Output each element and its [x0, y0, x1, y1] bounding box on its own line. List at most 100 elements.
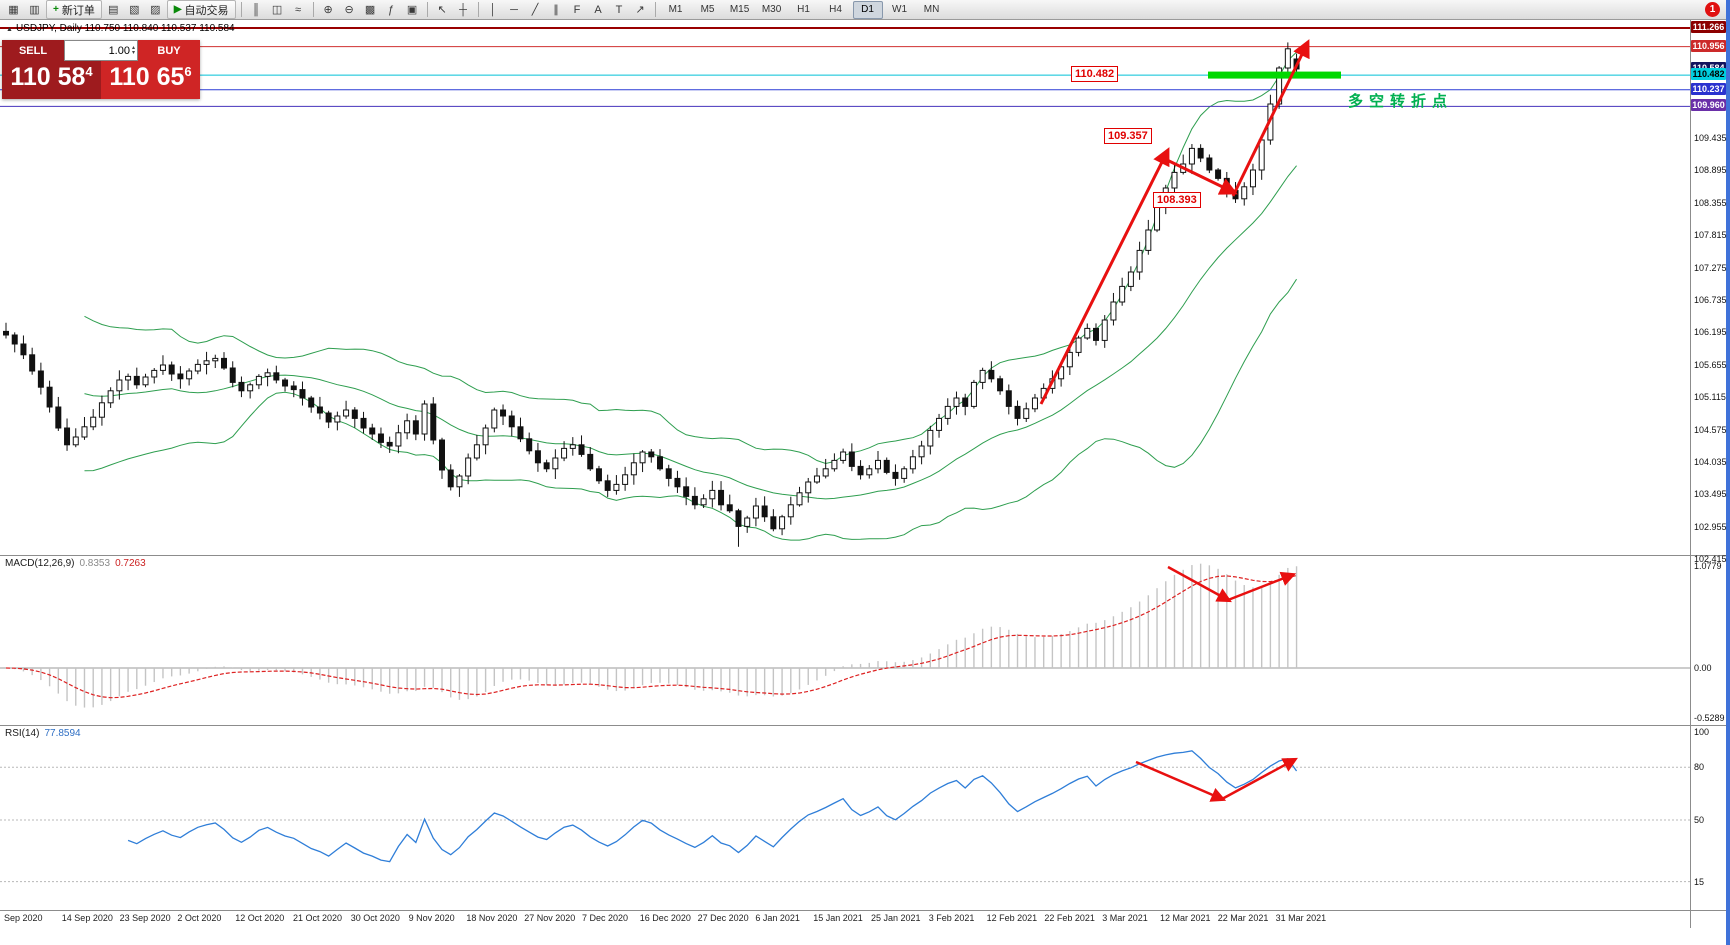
zoom-out-icon[interactable]: ⊖ [344, 4, 354, 16]
crosshair-icon[interactable]: ┼ [459, 3, 467, 16]
channel-icon[interactable]: ∥ [553, 4, 559, 16]
buy-price-button[interactable]: 110 65 6 [101, 61, 200, 99]
macd-arrow[interactable] [1167, 565, 1232, 603]
candlestick [64, 427, 71, 446]
candlestick [1127, 271, 1134, 287]
price-axis-tick: 106.195 [1694, 327, 1727, 338]
buy-button[interactable]: BUY [138, 40, 200, 61]
volume-stepper[interactable]: 1.00 ▴ ▾ [64, 40, 138, 61]
data-window-icon[interactable]: ▧ [129, 4, 140, 16]
candlestick [918, 445, 925, 458]
one-click-trading-panel: SELL 1.00 ▴ ▾ BUY 110 58 4 110 65 6 [2, 40, 200, 99]
macd-panel-canvas[interactable] [0, 556, 1690, 724]
volume-up-icon[interactable]: ▴ [131, 44, 135, 51]
turning-point-label[interactable]: 多空转折点 [1348, 93, 1454, 110]
candlestick [578, 444, 585, 455]
rsi-arrow[interactable] [1135, 760, 1227, 802]
grid-icon[interactable]: ▩ [364, 4, 376, 16]
separator-macd-rsi[interactable] [0, 725, 1726, 726]
candlestick [1241, 186, 1248, 200]
buy-price-value: 110 65 [109, 63, 185, 91]
timeframe-m15[interactable]: M15 [729, 4, 750, 15]
label-icon[interactable]: T [615, 3, 623, 16]
date-label: 30 Oct 2020 [350, 913, 400, 923]
price-chart-canvas[interactable] [0, 20, 1690, 555]
text-icon[interactable]: A [594, 3, 602, 16]
indicators-icon[interactable]: ƒ [387, 3, 395, 16]
trend-arrow[interactable] [1166, 158, 1238, 195]
candlestick [386, 441, 393, 447]
new-chart-icon[interactable]: ▦ [8, 4, 19, 16]
trend-arrow[interactable] [1231, 39, 1310, 197]
candlestick [142, 376, 149, 386]
sell-button[interactable]: SELL [2, 40, 64, 61]
vertical-line-icon[interactable]: │ [489, 3, 497, 16]
sell-price-button[interactable]: 110 58 4 [2, 61, 101, 99]
cursor-icon[interactable]: ↖ [437, 4, 447, 16]
fibonacci-icon[interactable]: F [573, 3, 581, 16]
timeframe-h4[interactable]: H4 [829, 4, 842, 15]
candlestick [168, 364, 175, 375]
new-order-button[interactable]: + 新订单 [46, 0, 102, 19]
market-watch-icon[interactable]: ▤ [108, 4, 119, 16]
timeframe-m1[interactable]: M1 [668, 4, 683, 15]
candlestick [186, 370, 193, 380]
candlestick [133, 375, 140, 386]
macd-main-value: 0.8353 [79, 558, 111, 569]
horizontal-line-icon[interactable]: ─ [510, 3, 518, 16]
candlestick [683, 486, 690, 497]
templates-icon[interactable]: ▣ [406, 4, 418, 16]
macd-arrow[interactable] [1227, 571, 1297, 602]
candlestick [334, 415, 341, 423]
date-label: 31 Mar 2021 [1275, 913, 1327, 923]
timeframe-m30[interactable]: M30 [761, 4, 782, 15]
candlestick [212, 357, 219, 362]
candlestick [351, 409, 358, 419]
candlestick [1188, 147, 1195, 165]
candlestick-chart-icon[interactable]: ◫ [271, 4, 283, 16]
timeframe-h1[interactable]: H1 [797, 4, 810, 15]
support-zone-bar[interactable] [1208, 71, 1341, 79]
toolbar-separator [240, 2, 242, 17]
trend-arrow[interactable] [1039, 147, 1170, 405]
candlestick [125, 375, 132, 381]
candlestick [543, 462, 550, 470]
autotrade-button[interactable]: ▶ 自动交易 [166, 0, 236, 19]
candlestick [1031, 397, 1038, 410]
terminal-icon[interactable]: ▨ [150, 4, 161, 16]
candlestick [430, 403, 437, 441]
price-axis-line [1690, 20, 1691, 928]
arrows-icon[interactable]: ↗ [635, 4, 645, 16]
candlestick [813, 475, 820, 483]
timeframe-d1[interactable]: D1 [852, 0, 883, 19]
timeframe-m5[interactable]: M5 [700, 4, 715, 15]
candlestick [988, 369, 995, 380]
candlestick [892, 471, 899, 479]
candlestick [29, 354, 36, 372]
volume-down-icon[interactable]: ▾ [131, 49, 135, 56]
candlestick [81, 426, 88, 438]
price-flag-110.482[interactable]: 110.482 [1071, 66, 1119, 82]
separator-main-macd[interactable] [0, 555, 1726, 556]
candlestick [308, 397, 315, 408]
candlestick [1154, 205, 1161, 231]
line-chart-icon[interactable]: ≈ [295, 3, 302, 16]
candlestick [1005, 390, 1012, 407]
notification-badge[interactable]: 1 [1705, 2, 1720, 17]
symbol-ohlc-text: USDJPY, Daily 110.750 110.840 110.537 11… [15, 23, 235, 34]
trendline-icon[interactable]: ╱ [531, 4, 539, 16]
candlestick [639, 451, 646, 464]
candlestick [787, 504, 794, 518]
rsi-panel-canvas[interactable] [0, 726, 1690, 909]
bar-chart-icon[interactable]: ║ [252, 3, 260, 16]
zoom-in-icon[interactable]: ⊕ [323, 4, 333, 16]
price-flag-109.357[interactable]: 109.357 [1104, 128, 1152, 144]
timeframe-w1[interactable]: W1 [892, 4, 908, 15]
volume-value[interactable]: 1.00 [108, 44, 130, 57]
candlestick [909, 456, 916, 470]
timeframe-mn[interactable]: MN [923, 4, 940, 15]
profiles-icon[interactable]: ▥ [29, 4, 40, 16]
price-flag-108.393[interactable]: 108.393 [1153, 192, 1201, 208]
rsi-arrow[interactable] [1221, 757, 1298, 801]
price-tag-110.956: 110.956 [1691, 40, 1726, 52]
